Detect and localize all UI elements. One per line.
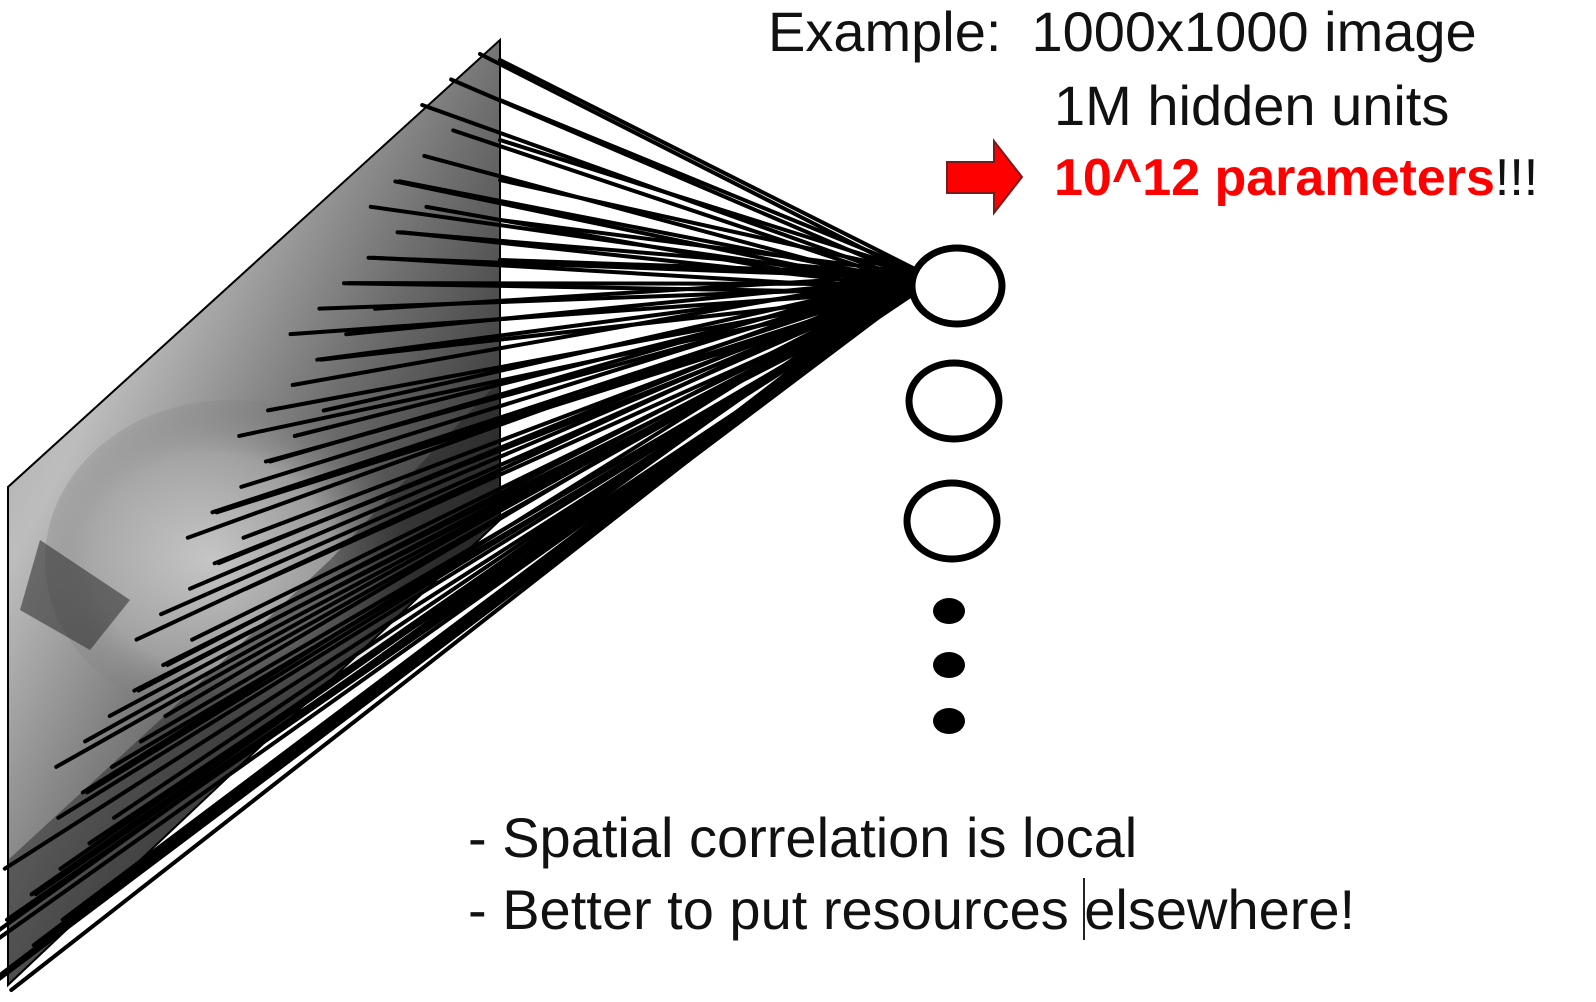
connection-line (290, 273, 916, 387)
connection-line (498, 218, 917, 275)
connection-line (159, 282, 914, 617)
hidden-units-line: 1M hidden units (1054, 74, 1450, 137)
connection-line (134, 276, 914, 642)
connection-line (185, 273, 917, 540)
connection-line (268, 273, 914, 464)
connection-lines (0, 52, 917, 992)
continuation-dot-3 (933, 708, 965, 734)
connection-line (0, 273, 914, 932)
example-value: 1000x1000 image (1031, 0, 1477, 63)
connection-line (317, 285, 914, 311)
hidden-layer (903, 244, 1006, 734)
connection-line (0, 288, 914, 940)
parameters-line: 10^12 parameters!!! (1054, 152, 1538, 204)
connection-line (239, 276, 913, 489)
connection-line (210, 279, 917, 515)
connection-line (451, 128, 914, 286)
example-label: Example: (768, 0, 1002, 63)
connection-line (54, 282, 915, 769)
connection-line (498, 138, 917, 273)
connection-line (397, 179, 913, 283)
connection-line (346, 281, 915, 286)
connection-line (498, 98, 917, 272)
note-spatial-correlation: - Spatial correlation is local (468, 806, 1138, 869)
connection-line (498, 58, 917, 271)
continuation-dot-1 (933, 598, 965, 624)
continuation-dot-2 (933, 652, 965, 678)
parameters-count: 10^12 parameters (1054, 149, 1495, 207)
hidden-unit-1 (908, 244, 1006, 328)
connection-line (498, 178, 917, 274)
connection-line (83, 279, 916, 744)
example-line: Example: 1000x1000 image (768, 4, 1477, 60)
connection-line (165, 279, 913, 667)
connection-line (498, 258, 917, 276)
connection-line (0, 291, 913, 981)
connection-line (399, 230, 916, 289)
text-cursor (1083, 878, 1085, 940)
parameters-exclamation: !!! (1494, 149, 1539, 207)
right-arrow-icon (946, 138, 1024, 216)
connection-line (216, 276, 916, 566)
note-resources: - Better to put resources elsewhere! (468, 878, 1356, 941)
connection-line (288, 288, 913, 337)
hidden-unit-3 (903, 479, 1001, 563)
hidden-unit-2 (905, 359, 1003, 443)
